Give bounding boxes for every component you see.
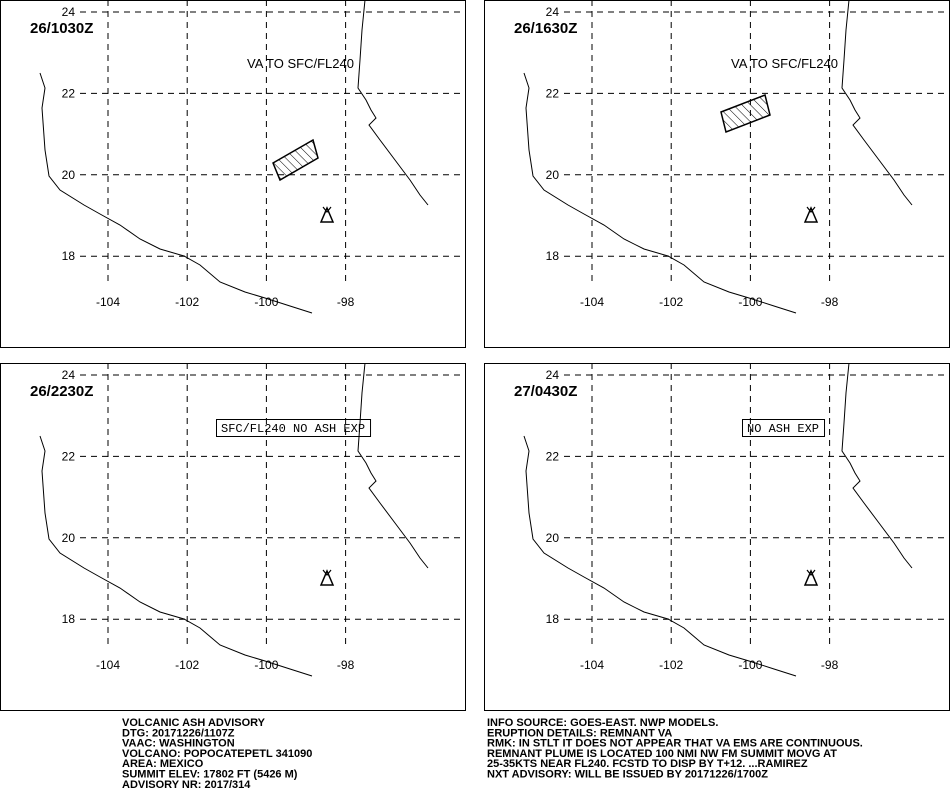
lat-tick-label: 18: [62, 612, 76, 626]
panel-frame: [0, 363, 466, 711]
annotation: SFC/FL240 NO ASH EXP: [221, 422, 365, 436]
coastline: [841, 0, 913, 206]
annotation: VA TO SFC/FL240: [247, 56, 354, 71]
advisory-line: ADVISORY NR: 2017/314: [122, 779, 251, 791]
panel-frame: [0, 0, 466, 348]
lon-tick-label: -102: [175, 295, 199, 309]
advisory-line: VAAC: WASHINGTON: [122, 738, 235, 750]
lon-tick-label: -98: [337, 658, 355, 672]
ash-polygon: [720, 93, 771, 134]
annotation-box: [216, 419, 372, 437]
volcano-icon: [803, 206, 819, 223]
lat-tick-label: 22: [62, 86, 76, 100]
coastline: [523, 435, 797, 677]
coastline: [841, 362, 913, 569]
advisory-line: NXT ADVISORY: WILL BE ISSUED BY 20171226…: [487, 769, 768, 781]
volcano-icon: [319, 569, 335, 586]
advisory-line: 25-35KTS NEAR FL240. FCSTD TO DISP BY T+…: [487, 758, 808, 770]
advisory-line: INFO SOURCE: GOES-EAST. NWP MODELS.: [487, 717, 718, 729]
lat-tick-label: 18: [546, 612, 560, 626]
lon-tick-label: -100: [254, 295, 278, 309]
lat-tick-label: 20: [62, 531, 76, 545]
ash-polygon: [272, 138, 319, 182]
lat-tick-label: 20: [546, 168, 560, 182]
lat-tick-label: 24: [546, 5, 560, 19]
lat-tick-label: 24: [546, 368, 560, 382]
lon-tick-label: -104: [580, 658, 604, 672]
coastline: [39, 72, 313, 314]
map-panel: -104 -102 -100 -98 24 22 20 18 26/1630Z VA TO SFC…: [484, 0, 950, 348]
coastline: [39, 435, 313, 677]
lat-tick-label: 22: [62, 449, 76, 463]
lon-tick-label: -98: [821, 295, 839, 309]
lon-tick-label: -102: [659, 295, 683, 309]
volcano-plume: [806, 206, 816, 213]
lon-tick-label: -100: [254, 658, 278, 672]
volcano-icon: [803, 569, 819, 586]
lon-tick-label: -102: [175, 658, 199, 672]
volcano-plume: [322, 206, 332, 213]
advisory-line: RMK: IN STLT IT DOES NOT APPEAR THAT VA …: [487, 738, 863, 750]
advisory-line: ERUPTION DETAILS: REMNANT VA: [487, 727, 672, 739]
lat-tick-label: 18: [546, 249, 560, 263]
lon-tick-label: -104: [580, 295, 604, 309]
lon-tick-label: -100: [738, 295, 762, 309]
advisory-line: AREA: MEXICO: [122, 758, 204, 770]
valid-time: 27/0430Z: [514, 383, 577, 400]
valid-time: 26/2230Z: [30, 383, 93, 400]
advisory-line: VOLCANIC ASH ADVISORY: [122, 717, 266, 729]
lat-tick-label: 20: [546, 531, 560, 545]
coastline: [357, 362, 429, 569]
advisory-line: SUMMIT ELEV: 17802 FT (5426 M): [122, 769, 298, 781]
advisory-line: DTG: 20171226/1107Z: [122, 727, 235, 739]
coastline: [357, 0, 429, 206]
volcano-icon: [319, 206, 335, 223]
lat-tick-label: 20: [62, 168, 76, 182]
lon-tick-label: -104: [96, 658, 120, 672]
valid-time: 26/1630Z: [514, 20, 577, 37]
advisory-line: VOLCANO: POPOCATEPETL 341090: [122, 748, 312, 760]
map-panel: -104 -102 -100 -98 24 22 20 18 26/2230Z SFC/FL240…: [0, 362, 466, 711]
volcano-plume: [322, 569, 332, 576]
lon-tick-label: -104: [96, 295, 120, 309]
lon-tick-label: -98: [337, 295, 355, 309]
lat-tick-label: 22: [546, 86, 560, 100]
annotation-box: [742, 419, 826, 437]
map-panel: -104 -102 -100 -98 24 22 20 18 26/1030Z VA TO SFC…: [0, 0, 466, 348]
lat-tick-label: 24: [62, 368, 76, 382]
valid-time: 26/1030Z: [30, 20, 93, 37]
map-panel: -104 -102 -100 -98 24 22 20 18 27/0430Z NO ASH EX…: [484, 362, 950, 711]
lat-tick-label: 24: [62, 5, 76, 19]
advisory-line: REMNANT PLUME IS LOCATED 100 NMI NW FM S…: [487, 748, 837, 760]
annotation: NO ASH EXP: [747, 422, 819, 436]
lat-tick-label: 18: [62, 249, 76, 263]
coastline: [523, 72, 797, 314]
lon-tick-label: -102: [659, 658, 683, 672]
annotation: VA TO SFC/FL240: [731, 56, 838, 71]
lon-tick-label: -98: [821, 658, 839, 672]
lon-tick-label: -100: [738, 658, 762, 672]
volcano-plume: [806, 569, 816, 576]
lat-tick-label: 22: [546, 449, 560, 463]
